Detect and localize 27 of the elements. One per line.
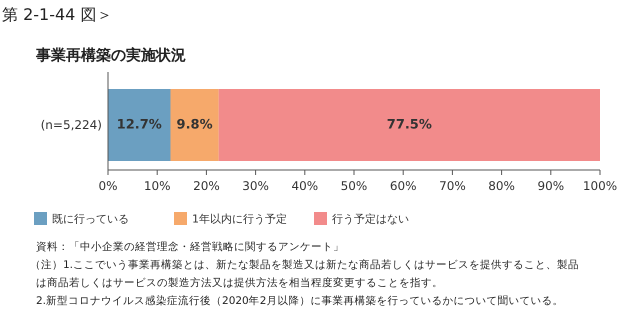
chart-title: 事業再構築の実施状況 <box>35 46 186 64</box>
x-tick-label: 80% <box>488 179 515 193</box>
text: 資料：「中小企業の経営理念・経営戦略に関するアンケート」 <box>36 240 344 253</box>
x-tick-label: 0% <box>98 179 118 193</box>
x-tick-label: 10% <box>144 179 171 193</box>
x-tick-label: 50% <box>340 179 368 193</box>
data-label: 9.8% <box>176 118 213 132</box>
chart-subtitle: 第 2-1-44 図＞ <box>2 5 112 24</box>
y-tick-label: (n=5,224) <box>40 118 102 132</box>
text: （注）1.ここでいう事業再構築とは、新たな製品を製造又は新たな商品若しくはサービスを提供すること、製品 <box>30 258 580 271</box>
x-tick-label: 60% <box>390 179 417 193</box>
bar <box>108 89 170 161</box>
legend-label: 1年以内に行う予定 <box>192 212 287 226</box>
x-tick-label: 20% <box>193 179 220 193</box>
legend-label: 行う予定はない <box>332 212 409 226</box>
x-tick-label: 30% <box>242 179 269 193</box>
data-label: 12.7% <box>116 118 162 132</box>
legend-label: 既に行っている <box>52 212 129 226</box>
data-label: 77.5% <box>386 118 432 132</box>
text: は商品若しくはサービスの製造方法又は提供方法を相当程度変更することを指す。 <box>36 276 443 289</box>
x-tick-label: 70% <box>439 179 466 193</box>
x-tick-label: 90% <box>537 179 564 193</box>
x-tick-label: 100% <box>582 179 618 193</box>
x-tick-label: 40% <box>291 179 318 193</box>
bar <box>218 89 600 161</box>
text: 2.新型コロナウイルス感染症流行後（2020年2月以降）に事業再構築を行っているかについて聞いている。 <box>36 294 564 307</box>
bar <box>170 89 219 161</box>
